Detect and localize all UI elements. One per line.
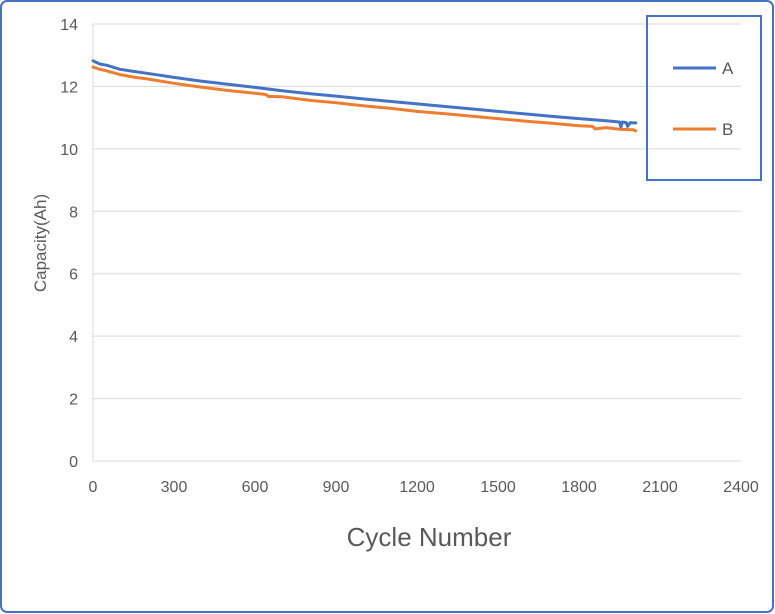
y-tick-label: 0 [69, 454, 78, 471]
x-tick-label: 2400 [723, 479, 759, 496]
x-tick-label: 1800 [561, 479, 597, 496]
data-series [91, 59, 638, 133]
x-axis-title: Cycle Number [347, 522, 512, 552]
y-tick-label: 6 [69, 267, 78, 284]
y-tick-label: 4 [69, 329, 78, 346]
series-line-b [91, 65, 638, 133]
y-tick-label: 8 [69, 204, 78, 221]
x-tick-label: 300 [161, 479, 188, 496]
legend-label-b: B [722, 120, 733, 139]
y-tick-label: 2 [69, 392, 78, 409]
x-tick-label: 0 [89, 479, 98, 496]
y-tick-label: 10 [60, 142, 78, 159]
x-tick-label: 2100 [642, 479, 678, 496]
legend-label-a: A [722, 59, 734, 78]
series-line-a [91, 59, 638, 129]
legend-box [646, 15, 762, 181]
y-tick-label: 12 [60, 79, 78, 96]
x-tick-label: 1500 [480, 479, 516, 496]
legend: AB [646, 15, 762, 181]
y-tick-label: 14 [60, 17, 78, 34]
y-axis-title: Capacity(Ah) [31, 194, 50, 292]
tick-labels: 0 2 4 6 8 10 12 14 0 300 600 900 1200 1500 1800 2100 240… [60, 17, 759, 496]
x-tick-label: 1200 [399, 479, 435, 496]
x-tick-label: 900 [323, 479, 350, 496]
x-tick-label: 600 [242, 479, 269, 496]
